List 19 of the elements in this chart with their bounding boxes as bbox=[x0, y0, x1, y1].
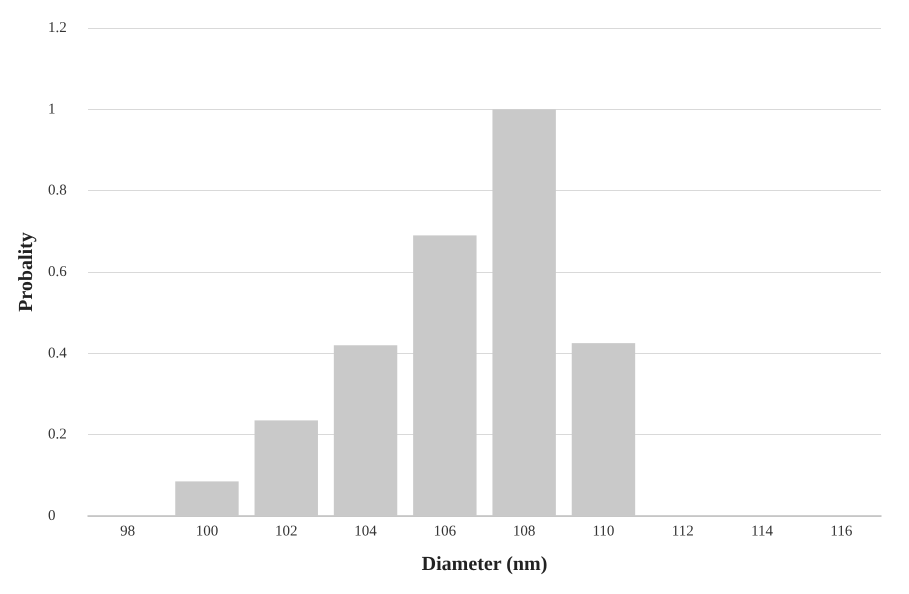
y-axis-title: Probality bbox=[15, 232, 37, 312]
x-tick-label: 108 bbox=[512, 524, 536, 540]
y-tick-label: 0.8 bbox=[48, 182, 67, 199]
x-tick-label: 116 bbox=[830, 524, 853, 540]
x-tick-label: 104 bbox=[354, 524, 378, 540]
y-tick-label: 1 bbox=[48, 101, 56, 118]
y-tick-label: 0.2 bbox=[48, 426, 67, 443]
x-tick-label: 112 bbox=[672, 524, 694, 540]
y-tick-label: 0.6 bbox=[48, 264, 68, 280]
x-tick-label: 110 bbox=[592, 524, 614, 540]
x-tick-label: 106 bbox=[434, 524, 457, 540]
y-tick-label: 1.2 bbox=[48, 20, 67, 36]
y-tick-label: 0.4 bbox=[48, 345, 68, 362]
x-tick-label: 100 bbox=[196, 524, 218, 540]
y-tick-label: 0 bbox=[48, 508, 56, 524]
x-axis-title: Diameter (nm) bbox=[422, 553, 548, 575]
x-tick-label: 102 bbox=[275, 524, 298, 540]
x-tick-label: 98 bbox=[120, 524, 136, 540]
x-tick-label: 114 bbox=[751, 524, 774, 540]
